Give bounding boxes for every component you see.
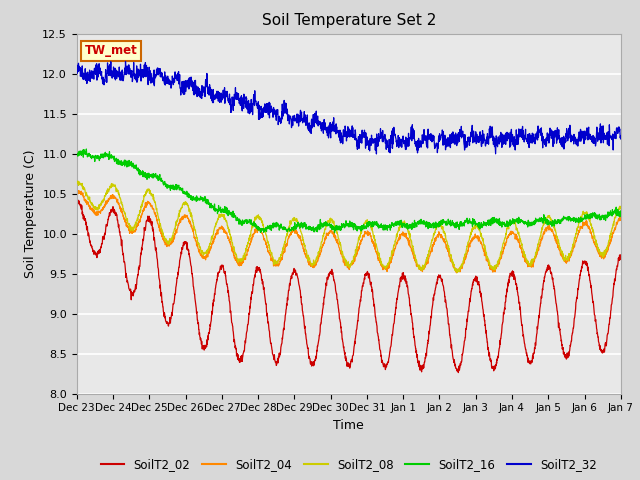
- X-axis label: Time: Time: [333, 419, 364, 432]
- Title: Soil Temperature Set 2: Soil Temperature Set 2: [262, 13, 436, 28]
- Legend: SoilT2_02, SoilT2_04, SoilT2_08, SoilT2_16, SoilT2_32: SoilT2_02, SoilT2_04, SoilT2_08, SoilT2_…: [96, 454, 602, 476]
- Text: TW_met: TW_met: [85, 44, 138, 58]
- Y-axis label: Soil Temperature (C): Soil Temperature (C): [24, 149, 36, 278]
